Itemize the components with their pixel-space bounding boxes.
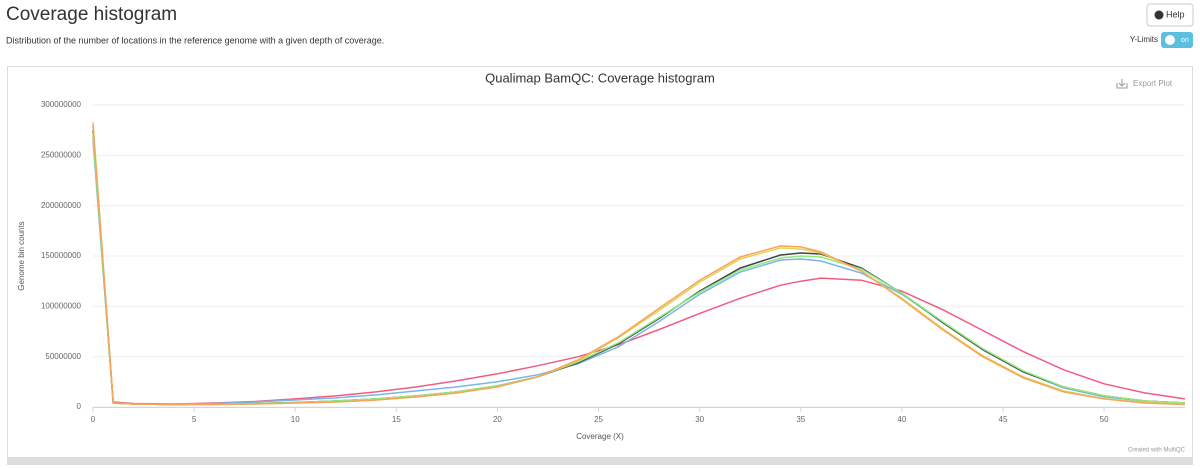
x-tick-label: 5 xyxy=(192,415,197,424)
help-icon xyxy=(1154,10,1164,20)
x-tick-label: 45 xyxy=(999,415,1008,424)
x-axis-label: Coverage (X) xyxy=(576,432,624,441)
x-tick-label: 40 xyxy=(897,415,906,424)
x-tick-label: 50 xyxy=(1100,415,1109,424)
ylimits-label: Y-Limits xyxy=(1130,35,1158,44)
y-tick-label: 200000000 xyxy=(41,201,82,210)
x-tick-label: 10 xyxy=(291,415,300,424)
help-button[interactable]: Help xyxy=(1146,3,1194,27)
export-label[interactable]: Export Plot xyxy=(1133,79,1173,88)
toggle-label: on xyxy=(1181,37,1189,44)
chart-title: Qualimap BamQC: Coverage histogram xyxy=(485,70,715,85)
export-icon xyxy=(1116,79,1128,89)
resize-handle[interactable] xyxy=(7,458,1193,465)
help-label[interactable]: Help xyxy=(1166,9,1185,19)
export-button[interactable]: Export Plot xyxy=(1116,79,1173,89)
y-tick-label: 50000000 xyxy=(45,352,81,361)
y-tick-label: 100000000 xyxy=(41,301,82,310)
x-tick-label: 35 xyxy=(796,415,805,424)
y-axis-label: Genome bin counts xyxy=(17,221,26,290)
x-tick-label: 20 xyxy=(493,415,502,424)
y-tick-label: 300000000 xyxy=(41,100,82,109)
credit: Created with MultiQC xyxy=(1128,448,1186,454)
help-button-box[interactable] xyxy=(1146,3,1194,27)
y-tick-label: 0 xyxy=(77,402,82,411)
series-line xyxy=(92,125,1186,406)
plot-panel xyxy=(7,66,1193,458)
section-title: Coverage histogram xyxy=(6,4,177,25)
ylimits-toggle[interactable]: on xyxy=(1161,32,1193,48)
x-tick-label: 15 xyxy=(392,415,401,424)
x-tick-label: 30 xyxy=(695,415,704,424)
x-tick-label: 0 xyxy=(91,415,96,424)
x-tick-label: 25 xyxy=(594,415,603,424)
section-description: Distribution of the number of locations … xyxy=(6,35,384,45)
y-tick-label: 250000000 xyxy=(41,150,82,159)
y-tick-label: 150000000 xyxy=(41,251,82,260)
toggle-knob xyxy=(1165,35,1175,45)
